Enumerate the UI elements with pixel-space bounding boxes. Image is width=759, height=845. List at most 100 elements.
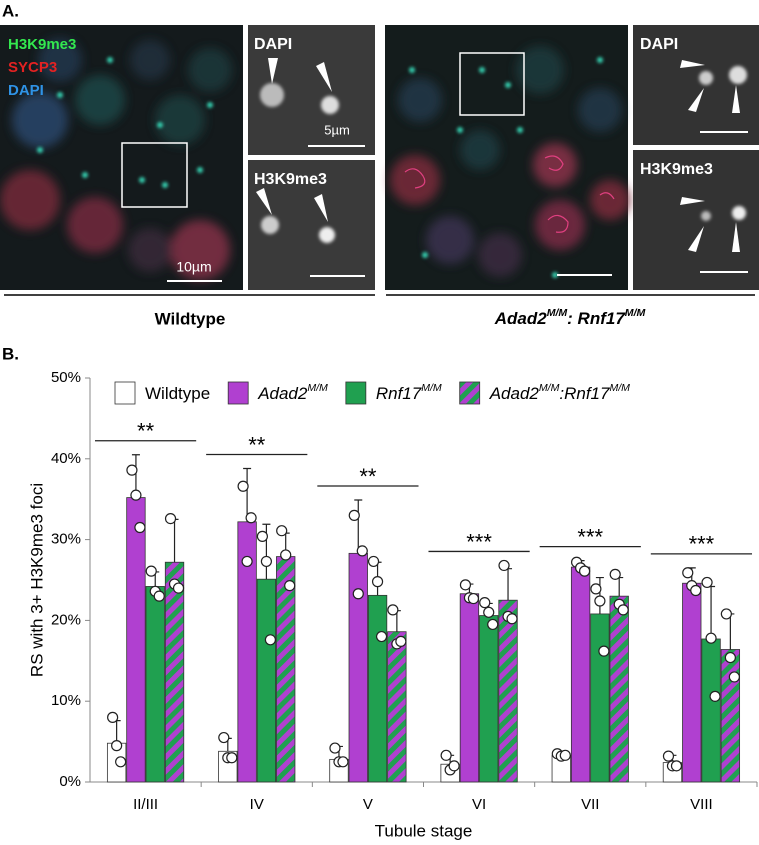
data-point <box>728 671 740 683</box>
text-part: Adad2 <box>494 309 548 328</box>
data-point <box>662 750 675 762</box>
significance-label: *** <box>466 529 492 554</box>
data-point <box>701 576 713 589</box>
data-point <box>276 525 288 537</box>
data-point <box>395 635 407 648</box>
significance-label: *** <box>689 532 715 557</box>
data-point <box>348 509 360 521</box>
x-tick-label: IV <box>250 796 264 813</box>
data-point <box>329 742 341 754</box>
data-point <box>724 651 736 664</box>
data-point <box>487 618 499 631</box>
inset-label: H3K9me3 <box>640 161 713 178</box>
significance-label: ** <box>137 419 155 444</box>
stain-label: H3K9me3 <box>8 36 76 53</box>
inset-label: DAPI <box>640 36 678 53</box>
y-tick-label: 10% <box>51 692 81 709</box>
data-point <box>153 590 165 602</box>
x-tick-label: V <box>363 796 373 813</box>
bar <box>498 599 518 783</box>
micrograph <box>0 25 243 290</box>
data-point <box>107 711 119 723</box>
data-point <box>498 559 510 572</box>
error-bar <box>112 719 121 744</box>
legend-label: Rnf17M/M <box>376 382 442 404</box>
data-point <box>356 545 368 557</box>
data-point <box>256 530 268 542</box>
data-point <box>352 588 364 600</box>
significance-label: *** <box>577 524 603 549</box>
inset-label: DAPI <box>254 36 292 53</box>
data-point <box>241 555 253 568</box>
bar <box>590 613 610 783</box>
inset <box>633 25 759 290</box>
bar <box>164 561 185 783</box>
text-part: Wildtype <box>145 384 210 403</box>
y-tick-label: 0% <box>59 773 81 790</box>
y-tick-label: 40% <box>51 450 81 467</box>
data-point <box>111 740 123 752</box>
data-point <box>479 597 491 609</box>
superscript: M/M <box>547 307 568 319</box>
bar <box>570 566 591 783</box>
data-point <box>387 604 399 616</box>
data-point <box>126 464 138 476</box>
data-point <box>280 549 292 561</box>
text-part: Rnf17 <box>376 384 422 403</box>
data-point <box>260 555 272 568</box>
legend-swatch <box>459 381 481 405</box>
legend-label: Adad2M/M <box>257 382 328 404</box>
bar <box>387 631 407 783</box>
data-point <box>371 576 384 588</box>
bar <box>348 552 368 783</box>
y-tick-label: 30% <box>51 531 81 548</box>
superscript: M/M <box>421 382 442 394</box>
bar <box>145 586 165 783</box>
legend-swatch <box>345 381 367 405</box>
data-point <box>448 760 460 772</box>
x-axis-title: Tubule stage <box>375 821 473 840</box>
data-point <box>690 584 702 597</box>
scale-label: 5µm <box>324 122 350 137</box>
data-point <box>375 630 388 643</box>
bar <box>682 582 702 783</box>
legend-label: Adad2M/M:Rnf17M/M <box>489 382 630 404</box>
text-part: Adad2 <box>257 384 308 403</box>
data-point <box>682 567 694 579</box>
bar <box>701 638 721 783</box>
inset <box>248 25 375 290</box>
data-point <box>578 565 591 577</box>
data-point <box>284 580 296 592</box>
data-point <box>559 749 571 761</box>
data-point <box>264 634 276 646</box>
y-tick-label: 50% <box>51 369 81 386</box>
error-bar <box>504 568 513 601</box>
y-axis-title: RS with 3+ H3K9me3 foci <box>27 483 46 677</box>
panel-label: B. <box>2 344 19 363</box>
error-bar <box>170 518 179 563</box>
data-point <box>705 632 717 644</box>
bar <box>720 649 741 783</box>
data-point <box>590 583 602 595</box>
legend-swatch <box>227 381 249 405</box>
x-tick-label: VII <box>581 796 599 813</box>
significance-label: ** <box>359 464 377 489</box>
superscript: M/M <box>539 382 560 394</box>
data-point <box>594 595 606 607</box>
bar <box>479 615 499 783</box>
superscript: M/M <box>609 382 630 394</box>
error-bar <box>243 467 252 522</box>
bar <box>609 595 629 783</box>
genotype-caption: Adad2M/M: Rnf17M/M <box>494 307 646 329</box>
stain-label: SYCP3 <box>8 59 57 76</box>
genotype-caption: Wildtype <box>155 309 226 328</box>
x-tick-label: II/III <box>133 796 158 813</box>
micrograph <box>385 25 630 290</box>
data-point <box>226 752 238 764</box>
superscript: M/M <box>625 307 646 319</box>
legend-label: Wildtype <box>145 384 210 403</box>
data-point <box>483 606 495 618</box>
error-bar <box>615 576 624 597</box>
